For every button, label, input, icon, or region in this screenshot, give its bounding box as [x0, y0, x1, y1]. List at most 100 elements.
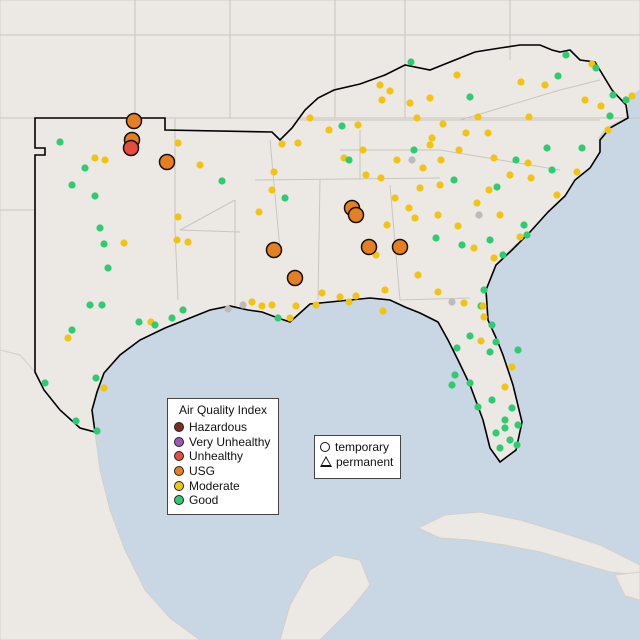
station-marker[interactable]: [454, 222, 462, 230]
station-marker[interactable]: [92, 374, 100, 382]
station-marker[interactable]: [581, 96, 589, 104]
station-marker[interactable]: [239, 301, 247, 309]
station-marker[interactable]: [496, 444, 504, 452]
station-marker[interactable]: [173, 236, 181, 244]
station-marker[interactable]: [548, 166, 556, 174]
station-marker[interactable]: [151, 321, 159, 329]
station-marker[interactable]: [527, 174, 535, 182]
station-marker[interactable]: [485, 186, 493, 194]
station-marker[interactable]: [120, 239, 128, 247]
station-marker[interactable]: [414, 271, 422, 279]
station-marker[interactable]: [426, 141, 434, 149]
station-marker[interactable]: [466, 332, 474, 340]
station-marker[interactable]: [573, 168, 581, 176]
station-marker[interactable]: [391, 194, 399, 202]
station-marker[interactable]: [490, 154, 498, 162]
station-marker[interactable]: [488, 396, 496, 404]
station-marker[interactable]: [41, 379, 49, 387]
station-marker[interactable]: [286, 314, 294, 322]
station-marker[interactable]: [100, 384, 108, 392]
station-marker[interactable]: [68, 326, 76, 334]
station-marker[interactable]: [622, 96, 630, 104]
station-marker[interactable]: [292, 302, 300, 310]
station-marker[interactable]: [514, 346, 522, 354]
station-marker[interactable]: [419, 164, 427, 172]
station-marker[interactable]: [98, 301, 106, 309]
station-marker[interactable]: [436, 181, 444, 189]
station-marker[interactable]: [278, 140, 286, 148]
station-marker[interactable]: [499, 251, 507, 259]
station-marker[interactable]: [462, 129, 470, 137]
station-marker[interactable]: [517, 78, 525, 86]
station-marker[interactable]: [432, 234, 440, 242]
monitoring-stations[interactable]: [41, 51, 636, 452]
station-marker[interactable]: [512, 156, 520, 164]
station-marker[interactable]: [174, 139, 182, 147]
station-marker[interactable]: [437, 156, 445, 164]
station-marker[interactable]: [406, 99, 414, 107]
station-marker[interactable]: [352, 292, 360, 300]
station-marker[interactable]: [345, 298, 353, 306]
station-marker[interactable]: [354, 121, 362, 129]
station-marker[interactable]: [376, 81, 384, 89]
station-marker[interactable]: [196, 161, 204, 169]
station-marker[interactable]: [541, 81, 549, 89]
station-marker[interactable]: [64, 334, 72, 342]
station-marker[interactable]: [338, 122, 346, 130]
station-marker[interactable]: [184, 238, 192, 246]
station-marker-usg[interactable]: [158, 153, 176, 171]
station-marker[interactable]: [416, 184, 424, 192]
station-marker[interactable]: [383, 221, 391, 229]
station-marker[interactable]: [439, 120, 447, 128]
station-marker[interactable]: [359, 146, 367, 154]
station-marker[interactable]: [72, 417, 80, 425]
station-marker[interactable]: [393, 156, 401, 164]
station-marker[interactable]: [479, 302, 487, 310]
station-marker[interactable]: [379, 307, 387, 315]
station-marker[interactable]: [488, 321, 496, 329]
station-marker[interactable]: [96, 224, 104, 232]
station-marker[interactable]: [484, 129, 492, 137]
station-marker[interactable]: [480, 313, 488, 321]
station-marker[interactable]: [378, 96, 386, 104]
station-marker[interactable]: [453, 344, 461, 352]
station-marker[interactable]: [460, 299, 468, 307]
station-marker[interactable]: [508, 404, 516, 412]
station-marker[interactable]: [506, 171, 514, 179]
station-marker[interactable]: [101, 156, 109, 164]
station-marker[interactable]: [345, 156, 353, 164]
station-marker[interactable]: [562, 51, 570, 59]
station-marker[interactable]: [597, 102, 605, 110]
station-marker[interactable]: [516, 233, 524, 241]
station-marker[interactable]: [294, 139, 302, 147]
station-marker[interactable]: [258, 302, 266, 310]
station-marker[interactable]: [450, 176, 458, 184]
station-marker[interactable]: [453, 71, 461, 79]
station-marker[interactable]: [474, 113, 482, 121]
station-marker[interactable]: [554, 72, 562, 80]
station-marker[interactable]: [523, 231, 531, 239]
station-marker[interactable]: [492, 338, 500, 346]
station-marker[interactable]: [179, 306, 187, 314]
station-marker[interactable]: [474, 403, 482, 411]
station-marker[interactable]: [413, 114, 421, 122]
station-marker[interactable]: [362, 171, 370, 179]
station-marker[interactable]: [477, 337, 485, 345]
station-marker-usg[interactable]: [286, 269, 304, 287]
station-marker[interactable]: [514, 421, 522, 429]
station-marker[interactable]: [86, 301, 94, 309]
station-marker-usg[interactable]: [347, 206, 365, 224]
station-marker[interactable]: [410, 146, 418, 154]
station-marker[interactable]: [248, 298, 256, 306]
station-marker[interactable]: [492, 429, 500, 437]
station-marker[interactable]: [268, 301, 276, 309]
station-marker[interactable]: [91, 192, 99, 200]
station-marker[interactable]: [448, 381, 456, 389]
station-marker[interactable]: [218, 177, 226, 185]
station-marker[interactable]: [91, 154, 99, 162]
station-marker[interactable]: [543, 144, 551, 152]
station-marker[interactable]: [104, 264, 112, 272]
station-marker[interactable]: [628, 92, 636, 100]
station-marker[interactable]: [224, 305, 232, 313]
